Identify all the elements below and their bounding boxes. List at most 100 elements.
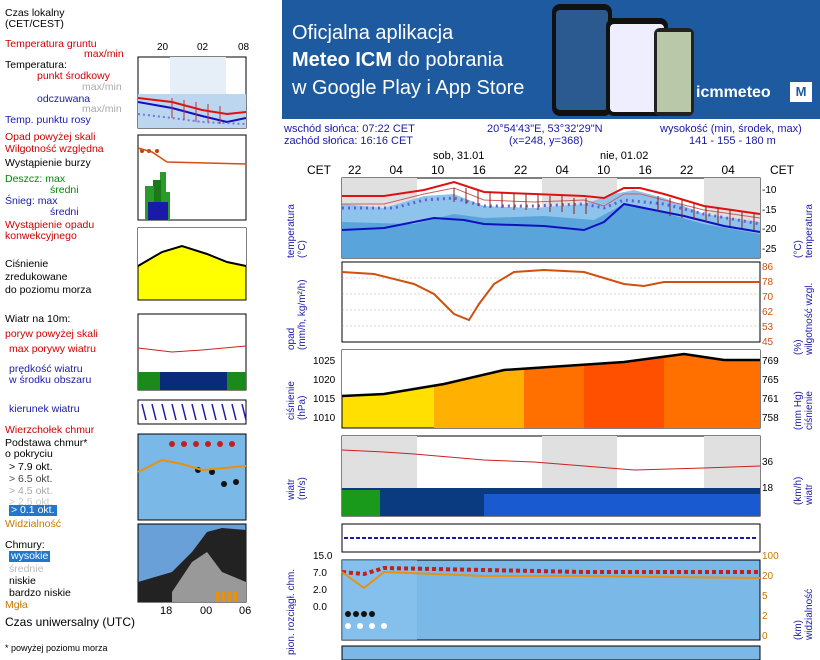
- hour-tick: 04: [721, 163, 735, 177]
- meteo-m-logo: M: [790, 82, 812, 102]
- pressure-tick-hpa: 1015: [313, 394, 336, 405]
- rain-max-label: Deszcz: max: [5, 173, 66, 185]
- tick-top-3: 08: [238, 42, 250, 53]
- okt25-label: > 2.5 okt.: [9, 496, 53, 508]
- mid-clouds-label: średnie: [9, 563, 44, 575]
- rain-mid-label: średni: [50, 184, 79, 196]
- pressure-panel: [341, 349, 761, 429]
- sunrise-text: wschód słońca: 07:22 CET: [284, 123, 415, 135]
- dew-point-label: Temp. punktu rosy: [5, 114, 91, 126]
- snow-max-label: Śnieg: max: [5, 195, 58, 207]
- temperature-axis-label: temperatura (°C): [286, 204, 308, 258]
- high-clouds-label: wysokie: [9, 550, 51, 562]
- conv-precip-label: Wystąpienie opadu konwekcyjnego: [5, 219, 95, 242]
- utc-label: Czas uniwersalny (UTC): [5, 615, 136, 629]
- hour-tick: 22: [680, 163, 694, 177]
- wind-tick-kmh: 18: [762, 483, 774, 494]
- wind-at-label: Wiatr na 10m:: [5, 313, 71, 325]
- tick-top-2: 02: [197, 42, 209, 53]
- fog-label: Mgła: [5, 599, 28, 611]
- humidity-tick: 70: [762, 292, 774, 303]
- pressure-tick-hpa: 1020: [313, 375, 336, 386]
- altitude-label: wysokość (min, środek, max): [660, 123, 802, 135]
- pressure-tick-mmhg: 765: [762, 375, 779, 386]
- hour-tick: 10: [431, 163, 445, 177]
- clouds-panel: [341, 559, 761, 641]
- pressure-tick-hpa: 1010: [313, 413, 336, 424]
- footnote: * powyżej poziomu morza: [5, 643, 108, 653]
- cloud-tick: 0.0: [313, 602, 327, 613]
- temp-tick: -25: [762, 243, 777, 255]
- visibility-tick: 20: [762, 571, 774, 582]
- pressure-label: Ciśnienie zredukowane do poziomu morza: [5, 258, 92, 296]
- wind-dir-label: kierunek wiatru: [9, 403, 80, 415]
- banner-line2-rest: do pobrania: [392, 49, 504, 71]
- visibility-tick: 2: [762, 611, 768, 622]
- wind-speed-label: prędkość wiatru w środku obszaru: [9, 363, 92, 386]
- pressure-axis-label-right: (mm Hg) ciśnienie: [793, 391, 815, 430]
- hour-tick: 22: [348, 163, 362, 177]
- feels-range-label: max/min: [82, 103, 122, 115]
- temp-tick: -20: [762, 224, 777, 235]
- cloud-base-label: Podstawa chmur* o pokryciu: [5, 437, 88, 460]
- hour-tick: 16: [472, 163, 486, 177]
- temperature-panel: [341, 177, 761, 259]
- humidity-tick: 62: [762, 307, 774, 318]
- visibility-axis-label: (km) widzialność: [793, 588, 815, 640]
- hour-tick: 22: [514, 163, 528, 177]
- snow-mid-label: średni: [50, 206, 79, 218]
- okt45-label: > 4.5 okt.: [9, 485, 53, 497]
- okt65-label: > 6.5 okt.: [9, 473, 53, 485]
- sunset-text: zachód słońca: 16:16 CET: [284, 135, 414, 147]
- hour-tick: 04: [389, 163, 403, 177]
- pressure-axis-label: ciśnienie (hPa): [286, 381, 308, 420]
- banner-line1: Oficjalna aplikacja: [292, 22, 454, 44]
- low-clouds-label: niskie: [9, 575, 36, 587]
- pressure-tick-hpa: 1025: [313, 356, 336, 367]
- temperature-axis-label-right: (°C) temperatura: [793, 204, 815, 258]
- wind-panel: [341, 435, 761, 517]
- forecast-meteogram: [341, 177, 761, 660]
- okt79-label: > 7.9 okt.: [9, 461, 53, 473]
- tick-bottom-2: 00: [200, 605, 213, 617]
- precip-axis-label: opad (mm/h, kg/m²/h): [286, 279, 308, 350]
- cloud-tick: 7.0: [313, 568, 327, 579]
- temp-tick: -15: [762, 204, 777, 216]
- banner-line3: w Google Play i App Store: [292, 77, 525, 99]
- clouds-label: Chmury:: [5, 539, 45, 551]
- hour-tick: 16: [638, 163, 652, 177]
- app-promo-banner[interactable]: Oficjalna aplikacja Meteo ICM do pobrani…: [282, 0, 820, 119]
- tick-bottom-3: 06: [239, 605, 252, 617]
- visibility-tick: 5: [762, 591, 768, 602]
- cloud-tick: 2.0: [313, 585, 327, 596]
- wind-axis-label-right: (km/h) wiatr: [793, 476, 815, 505]
- local-time-label: Czas lokalny (CET/CEST): [5, 7, 65, 30]
- pressure-tick-mmhg: 769: [762, 356, 779, 367]
- visibility-tick: 0: [762, 631, 768, 642]
- coords-text: 20°54'43"E, 53°32'29"N: [487, 123, 603, 135]
- max-gust-label: max porywy wiatru: [9, 343, 96, 355]
- hour-tick: 04: [555, 163, 569, 177]
- precip-above-label: Opad powyżej skali: [5, 131, 96, 143]
- temp-mid-label: punkt środkowy: [37, 70, 110, 82]
- cloud-tick: 15.0: [313, 551, 333, 562]
- cloud-top-label: Wierzchołek chmur: [5, 424, 95, 436]
- soil-temp-label: Temperatura gruntu: [5, 38, 97, 50]
- banner-line2: Meteo ICM do pobrania: [292, 49, 503, 72]
- bottom-panel: [341, 645, 761, 660]
- precip-panel: [341, 261, 761, 343]
- gusts-above-label: poryw powyżej skali: [5, 328, 98, 340]
- temp-tick: -10: [762, 185, 777, 196]
- temperature-label: Temperatura:: [5, 59, 67, 71]
- hour-tick: 10: [597, 163, 611, 177]
- okt01-label: > 0.1 okt.: [9, 504, 57, 516]
- very-low-clouds-label: bardzo niskie: [9, 587, 71, 599]
- wind-direction-panel: [341, 523, 761, 553]
- humidity-tick: 45: [762, 337, 774, 348]
- pressure-tick-mmhg: 761: [762, 394, 779, 405]
- cloud-extent-axis-label: pion. rozciągł. chm.: [286, 568, 297, 655]
- wind-axis-label: wiatr (m/s): [286, 477, 308, 500]
- pressure-tick-mmhg: 758: [762, 413, 779, 424]
- tick-top-1: 20: [157, 42, 169, 53]
- feels-like-label: odczuwana: [37, 93, 91, 105]
